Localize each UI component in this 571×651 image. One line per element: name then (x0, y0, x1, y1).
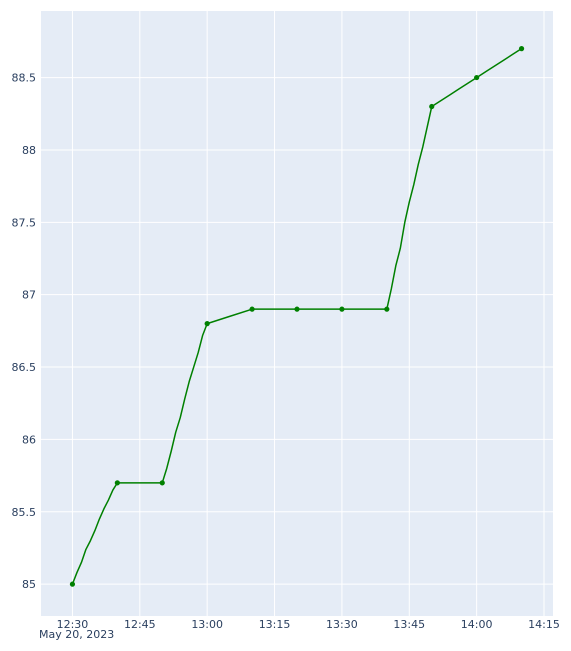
x-tick-label: 13:00 (191, 618, 223, 631)
data-point (384, 307, 389, 312)
data-point (115, 480, 120, 485)
x-axis-date-label: May 20, 2023 (39, 628, 114, 641)
y-tick-label: 87 (22, 289, 36, 302)
y-tick-label: 85 (22, 578, 36, 591)
x-tick-label: 13:30 (326, 618, 358, 631)
data-point (249, 307, 254, 312)
y-axis-tick-labels: 85 85.5 86 86.5 87 87.5 88 88.5 (12, 72, 37, 592)
x-tick-label: 13:45 (393, 618, 425, 631)
data-point (294, 307, 299, 312)
y-tick-label: 85.5 (12, 506, 37, 519)
data-point (70, 582, 75, 587)
data-point (474, 75, 479, 80)
x-tick-label: 13:15 (259, 618, 291, 631)
y-tick-label: 88.5 (12, 72, 37, 85)
y-tick-label: 86.5 (12, 361, 37, 374)
data-point (205, 321, 210, 326)
x-tick-label: 14:00 (461, 618, 493, 631)
data-point (339, 307, 344, 312)
y-tick-label: 88 (22, 144, 36, 157)
x-axis-tick-labels: 12:30 12:45 13:00 13:15 13:30 13:45 14:00 14:15 (57, 618, 560, 631)
data-point (429, 104, 434, 109)
data-point (160, 480, 165, 485)
data-point (519, 46, 524, 51)
x-tick-label: 14:15 (528, 618, 560, 631)
x-tick-label: 12:45 (124, 618, 156, 631)
y-tick-label: 87.5 (12, 216, 37, 229)
y-tick-label: 86 (22, 433, 36, 446)
